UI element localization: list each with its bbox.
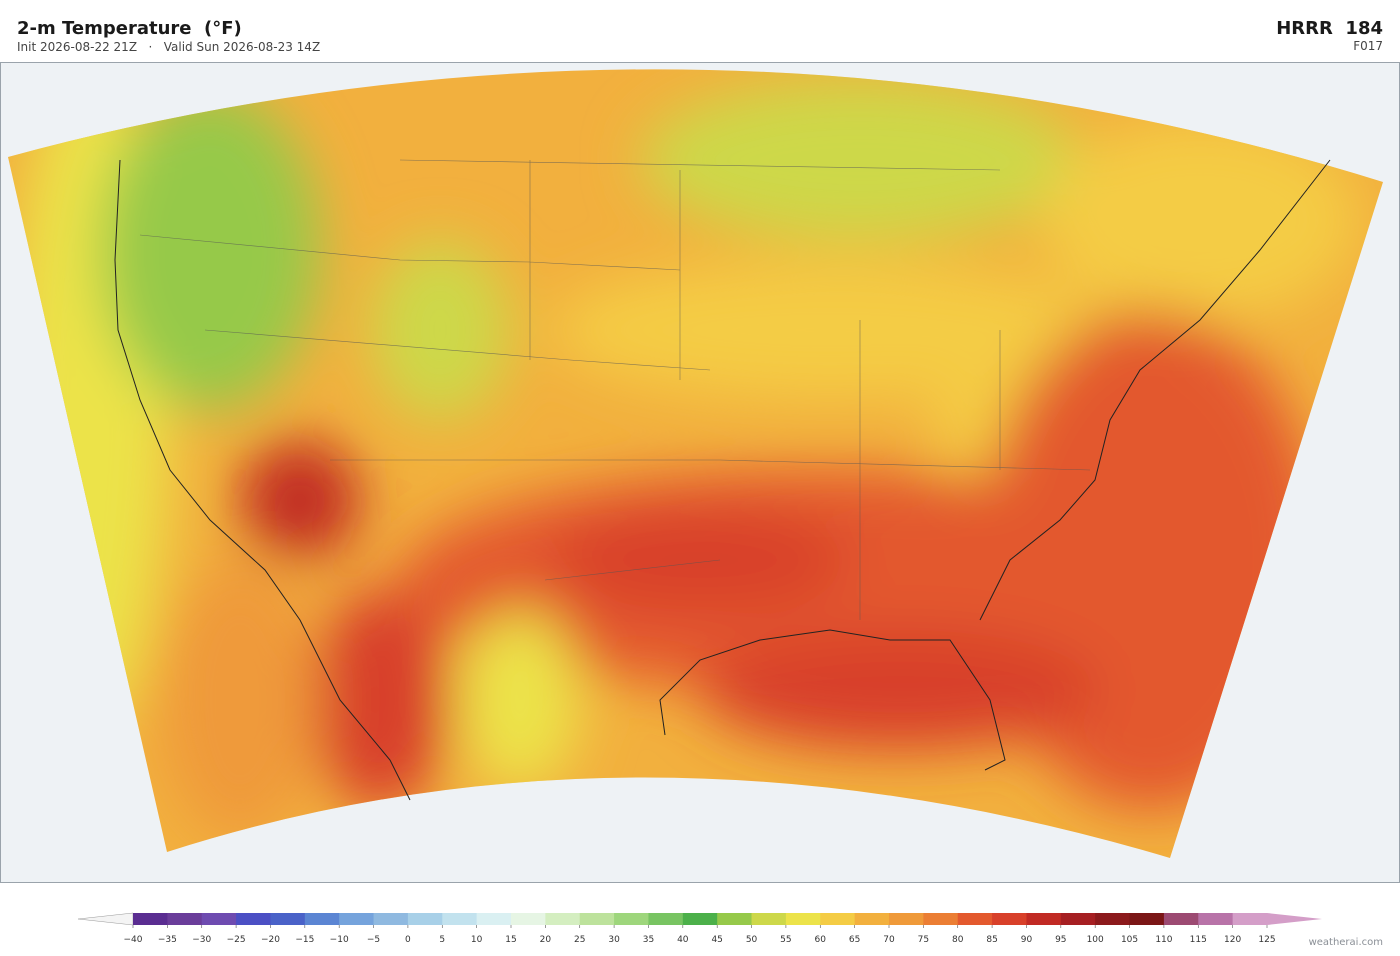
colorbar-tick-label: 55 (780, 935, 791, 945)
colorbar-tick-label: 65 (849, 935, 860, 945)
coastlines (114, 159, 1331, 801)
colorbar-segment (270, 913, 306, 925)
state-borders (139, 159, 1091, 620)
colorbar-tick-label: −10 (330, 935, 349, 945)
colorbar-segment (614, 913, 649, 925)
colorbar-tick-label: 105 (1121, 935, 1138, 945)
colorbar-segment (1095, 913, 1131, 925)
colorbar-tick-label: 50 (746, 935, 758, 945)
colorbar: −40 −35 −30 −25 −20 −15 −10 −5 0 5 10 15 20 25 30 35 40 4… (77, 912, 1322, 945)
colorbar-tick-label: 25 (574, 935, 585, 945)
colorbar-tick-label: 110 (1155, 935, 1172, 945)
colorbar-segment (1060, 913, 1096, 925)
colorbar-tick-label: −35 (158, 935, 177, 945)
colorbar-tick-label: 90 (1021, 935, 1033, 945)
colorbar-tick-label: 120 (1224, 935, 1241, 945)
colorbar-segment (1198, 913, 1234, 925)
colorbar-tick-label: 85 (986, 935, 997, 945)
colorbar-tick-label: 95 (1055, 935, 1066, 945)
colorbar-tick-label: −25 (227, 935, 246, 945)
colorbar-tick-label: 60 (815, 935, 827, 945)
colorbar-segment (1129, 913, 1165, 925)
colorbar-segment (854, 913, 890, 925)
colorbar-segment (442, 913, 478, 925)
colorbar-segment (579, 913, 615, 925)
colorbar-segment (1163, 913, 1199, 925)
colorbar-segment (304, 913, 340, 925)
colorbar-segment (133, 913, 168, 925)
colorbar-tick-label: 70 (883, 935, 895, 945)
colorbar-tick-label: 75 (918, 935, 929, 945)
colorbar-segment (717, 913, 753, 925)
colorbar-segment (407, 913, 443, 925)
colorbar-segment (201, 913, 237, 925)
colorbar-segment (957, 913, 993, 925)
colorbar-under (77, 912, 134, 926)
colorbar-segment (785, 913, 821, 925)
forecast-hour: F017 (1353, 39, 1383, 53)
colorbar-tick-label: −15 (295, 935, 314, 945)
colorbar-tick-label: 40 (677, 935, 689, 945)
colorbar-tick-label: 30 (608, 935, 620, 945)
colorbar-segment (236, 913, 271, 925)
credit: weatherai.com (1309, 937, 1383, 948)
colorbar-tick-label: −5 (367, 935, 380, 945)
colorbar-tick-label: 45 (711, 935, 722, 945)
colorbar-segment (476, 913, 512, 925)
colorbar-tick-label: 20 (540, 935, 552, 945)
colorbar-segment (1232, 913, 1268, 925)
colorbar-tick-label: 115 (1190, 935, 1207, 945)
colorbar-segment (545, 913, 581, 925)
colorbar-segment (648, 913, 684, 925)
colorbar-segment (889, 913, 924, 925)
colorbar-segment (923, 913, 959, 925)
colorbar-tick-label: 100 (1087, 935, 1104, 945)
colorbar-segment (820, 913, 856, 925)
colorbar-tick-label: −20 (261, 935, 280, 945)
colorbar-tick-label: −30 (192, 935, 211, 945)
colorbar-tick-label: 15 (505, 935, 516, 945)
colorbar-segment (751, 913, 787, 925)
colorbar-segment (373, 913, 409, 925)
colorbar-tick-label: 35 (643, 935, 654, 945)
colorbar-segment (992, 913, 1027, 925)
colorbar-segment (339, 913, 375, 925)
colorbar-tick-label: 80 (952, 935, 964, 945)
colorbar-segment (511, 913, 546, 925)
subtitle: Init 2026-08-22 21Z · Valid Sun 2026-08-… (17, 40, 320, 54)
colorbar-tick-label: 5 (439, 935, 445, 945)
colorbar-tick-label: 0 (405, 935, 411, 945)
colorbar-over (1267, 913, 1322, 925)
colorbar-tick-label: −40 (124, 935, 143, 945)
model: HRRR 184 (1276, 18, 1383, 39)
colorbar-tick-label: 10 (471, 935, 483, 945)
colorbar-segment (167, 913, 203, 925)
temperature-field (8, 69, 1383, 858)
colorbar-segment (682, 913, 718, 925)
colorbar-tick-label: 125 (1258, 935, 1275, 945)
colorbar-segment (1026, 913, 1062, 925)
title: 2-m Temperature (°F) (17, 18, 242, 39)
